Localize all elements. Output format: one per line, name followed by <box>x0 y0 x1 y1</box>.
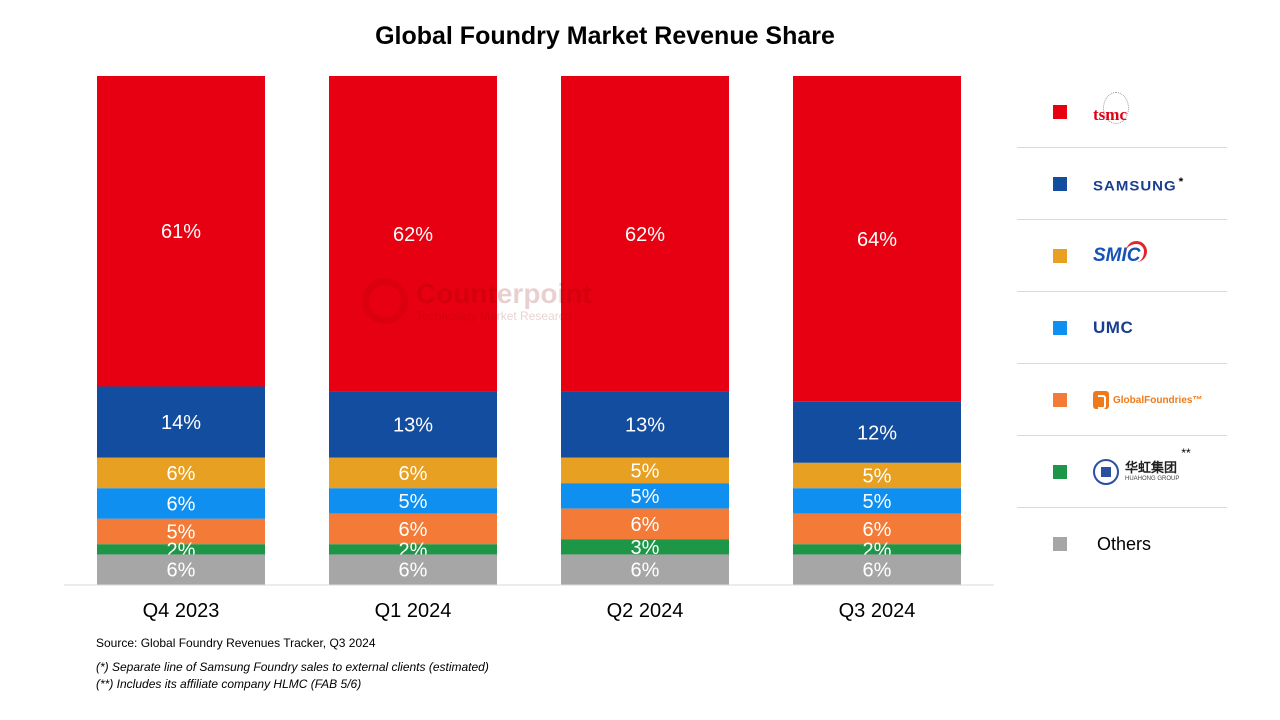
bar-samsung-q4-2023 <box>97 386 265 458</box>
data-label-umc-q4-2023: 6% <box>167 494 196 516</box>
samsung-logo: SAMSUNG * <box>1093 148 1183 220</box>
data-label-tsmc-q2-2024: 62% <box>625 224 665 246</box>
bar-tsmc-q1-2024 <box>329 76 497 392</box>
bar-umc-q2-2024 <box>561 483 729 509</box>
bar-hua-hong-group-q4-2023 <box>97 544 265 555</box>
footnote-samsung: (*) Separate line of Samsung Foundry sal… <box>96 660 489 674</box>
globalfoundries-logo-text: GlobalFoundries™ <box>1113 394 1203 406</box>
data-label-others-q4-2023: 6% <box>167 560 196 582</box>
bar-globalfoundries-q4-2023 <box>97 518 265 545</box>
x-tick-labels: Q4 2023 Q1 2024 Q2 2024 Q3 2024 <box>143 600 916 622</box>
data-label-tsmc-q3-2024: 64% <box>857 229 897 251</box>
umc-logo-text: UMC <box>1093 318 1134 337</box>
data-label-smic-q4-2023: 6% <box>167 463 196 485</box>
data-label-tsmc-q4-2023: 61% <box>161 221 201 243</box>
x-tick-q4-2023: Q4 2023 <box>143 600 220 622</box>
umc-logo: UMC <box>1093 292 1133 364</box>
data-label-globalfoundries-q2-2024: 6% <box>631 514 660 536</box>
bar-others-q2-2024 <box>561 554 729 585</box>
others-label: Others <box>1093 508 1151 580</box>
bar-tsmc-q3-2024 <box>793 76 961 402</box>
chart-title: Global Foundry Market Revenue Share <box>375 22 835 50</box>
legend-item-samsung: SAMSUNG * <box>1017 148 1227 220</box>
smic-logo-text: SMIC <box>1093 241 1146 266</box>
data-label-smic-q2-2024: 5% <box>631 460 660 482</box>
legend-swatch-huahong <box>1053 465 1067 479</box>
bar-tsmc-q4-2023 <box>97 76 265 387</box>
data-label-samsung-q3-2024: 12% <box>857 422 897 444</box>
data-label-smic-q1-2024: 6% <box>399 463 428 485</box>
bar-samsung-q1-2024 <box>329 391 497 458</box>
bar-globalfoundries-q3-2024 <box>793 513 961 545</box>
legend-item-globalfoundries: GlobalFoundries™ <box>1017 364 1227 436</box>
data-label-samsung-q1-2024: 13% <box>393 415 433 437</box>
tsmc-logo: tsmc <box>1093 76 1129 148</box>
data-label-others-q3-2024: 6% <box>863 560 892 582</box>
data-label-samsung-q4-2023: 14% <box>161 412 201 434</box>
legend-item-tsmc: tsmc <box>1017 76 1227 148</box>
data-label-hua-hong-group-q2-2024: 3% <box>631 537 660 559</box>
x-tick-q1-2024: Q1 2024 <box>375 600 452 622</box>
legend: tsmc SAMSUNG * SMIC UMC GlobalFoundries™ … <box>1017 76 1227 580</box>
data-label-umc-q3-2024: 5% <box>863 491 892 513</box>
globalfoundries-mark-icon <box>1093 391 1109 409</box>
bar-others-q1-2024 <box>329 554 497 585</box>
legend-swatch-umc <box>1053 321 1067 335</box>
samsung-footnote-mark: * <box>1178 174 1184 188</box>
bar-umc-q1-2024 <box>329 488 497 514</box>
data-label-others-q2-2024: 6% <box>631 560 660 582</box>
legend-item-smic: SMIC <box>1017 220 1227 292</box>
footnote-huahong: (**) Includes its affiliate company HLMC… <box>96 677 362 691</box>
legend-swatch-others <box>1053 537 1067 551</box>
huahong-footnote-mark: ** <box>1181 446 1191 460</box>
legend-item-huahong: 华虹集团 HUAHONG GROUP ** <box>1017 436 1227 508</box>
legend-swatch-smic <box>1053 249 1067 263</box>
legend-item-others: Others <box>1017 508 1227 580</box>
data-label-umc-q2-2024: 5% <box>631 486 660 508</box>
others-label-text: Others <box>1097 533 1152 554</box>
bar-hua-hong-group-q3-2024 <box>793 544 961 555</box>
bar-hua-hong-group-q1-2024 <box>329 544 497 555</box>
huahong-mark-icon <box>1093 459 1119 485</box>
data-label-samsung-q2-2024: 13% <box>625 415 665 437</box>
bars-group: 61%14%6%6%5%2%6%62%13%6%5%6%2%6%62%13%5%… <box>97 76 961 585</box>
bar-tsmc-q2-2024 <box>561 76 729 392</box>
data-label-globalfoundries-q1-2024: 6% <box>399 519 428 541</box>
bar-samsung-q2-2024 <box>561 391 729 458</box>
bar-others-q3-2024 <box>793 554 961 585</box>
bar-umc-q4-2023 <box>97 488 265 519</box>
data-label-globalfoundries-q4-2023: 5% <box>167 522 196 544</box>
stacked-bar-chart: 61%14%6%6%5%2%6%62%13%6%5%6%2%6%62%13%5%… <box>64 76 994 622</box>
legend-item-umc: UMC <box>1017 292 1227 364</box>
x-tick-q2-2024: Q2 2024 <box>607 600 684 622</box>
samsung-logo-text: SAMSUNG * <box>1093 174 1184 194</box>
bar-umc-q3-2024 <box>793 488 961 514</box>
legend-swatch-globalfoundries <box>1053 393 1067 407</box>
bar-hua-hong-group-q2-2024 <box>561 539 729 555</box>
bar-smic-q3-2024 <box>793 462 961 489</box>
legend-swatch-tsmc <box>1053 105 1067 119</box>
huahong-logo: 华虹集团 HUAHONG GROUP ** <box>1093 436 1191 508</box>
tsmc-logo-text: tsmc <box>1093 91 1129 124</box>
data-label-tsmc-q1-2024: 62% <box>393 224 433 246</box>
huahong-chinese-name: 华虹集团 <box>1125 461 1178 477</box>
huahong-english-name: HUAHONG GROUP <box>1125 475 1180 482</box>
data-label-umc-q1-2024: 5% <box>399 491 428 513</box>
bar-smic-q1-2024 <box>329 457 497 489</box>
bar-globalfoundries-q1-2024 <box>329 513 497 545</box>
bar-globalfoundries-q2-2024 <box>561 508 729 540</box>
data-label-smic-q3-2024: 5% <box>863 466 892 488</box>
legend-swatch-samsung <box>1053 177 1067 191</box>
smic-logo: SMIC <box>1093 220 1146 292</box>
data-label-others-q1-2024: 6% <box>399 560 428 582</box>
x-tick-q3-2024: Q3 2024 <box>839 600 916 622</box>
data-label-globalfoundries-q3-2024: 6% <box>863 519 892 541</box>
bar-smic-q4-2023 <box>97 457 265 489</box>
bar-smic-q2-2024 <box>561 457 729 484</box>
globalfoundries-logo: GlobalFoundries™ <box>1093 364 1202 436</box>
bar-samsung-q3-2024 <box>793 401 961 463</box>
bar-others-q4-2023 <box>97 554 265 585</box>
source-note: Source: Global Foundry Revenues Tracker,… <box>96 636 376 650</box>
